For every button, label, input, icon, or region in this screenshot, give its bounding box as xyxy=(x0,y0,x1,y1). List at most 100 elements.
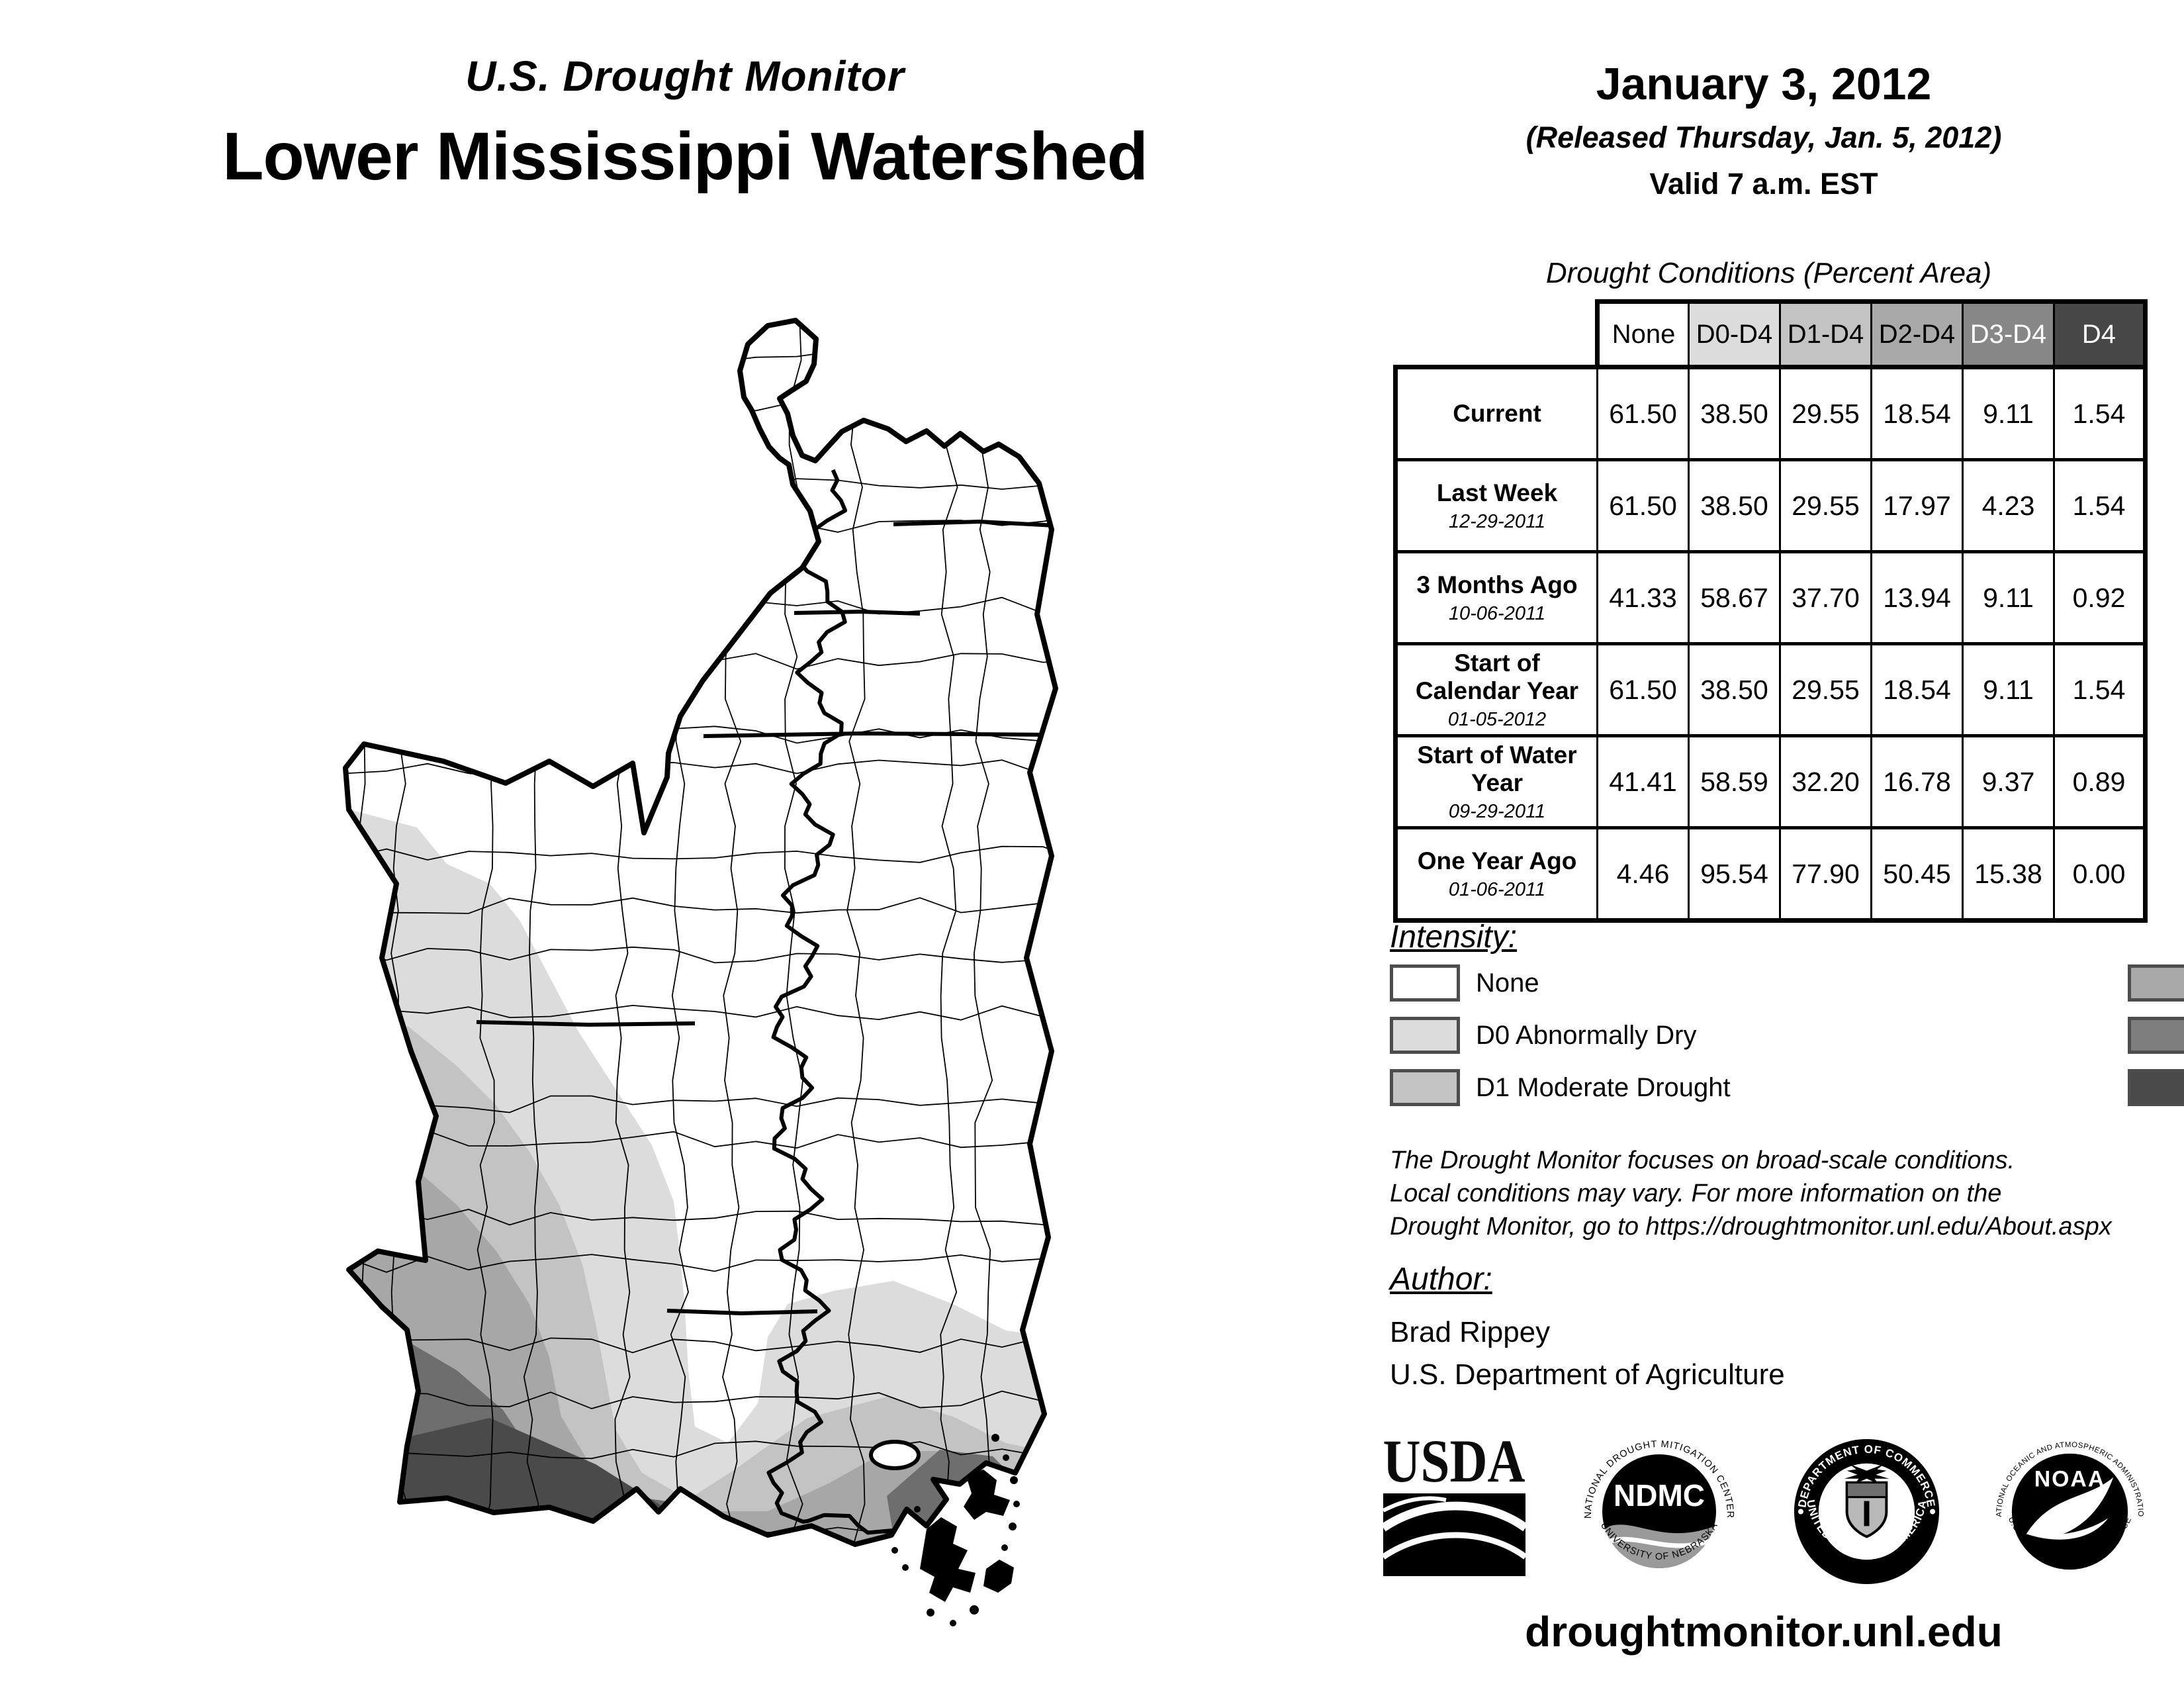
value-cell: 18.54 xyxy=(1870,365,1964,461)
delta-bay xyxy=(869,1440,921,1470)
report-kicker: U.S. Drought Monitor xyxy=(465,52,905,100)
value-cell: 16.78 xyxy=(1870,734,1964,829)
county-line xyxy=(1068,318,1084,1546)
table-row: Start of Water Year 09-29-2011 41.41 58.59 3… xyxy=(1393,734,2148,829)
disclaimer: The Drought Monitor focuses on broad-sca… xyxy=(1390,1144,2112,1243)
county-line xyxy=(345,1440,1056,1460)
legend-item-d1: D1 Moderate Drought xyxy=(1390,1069,1731,1106)
county-line xyxy=(345,1254,1056,1273)
valid-time: Valid 7 a.m. EST xyxy=(1649,167,1878,201)
county-line xyxy=(345,1519,1056,1538)
value-cell: 9.11 xyxy=(1962,365,2055,461)
legend-item-d2: D2 Severe Drought xyxy=(2127,964,2184,1002)
ndmc-logo-icon: NDMC NATIONAL DROUGHT MITIGATION CENTER … xyxy=(1583,1439,1735,1568)
column-header-d4: D4 xyxy=(2053,299,2148,369)
corner-cell xyxy=(1395,301,1598,367)
legend-item-d4: D4 Exceptional Drought xyxy=(2127,1069,2184,1106)
legend-item-d0: D0 Abnormally Dry xyxy=(1390,1017,1731,1054)
drought-monitor-url: droughtmonitor.unl.edu xyxy=(1525,1608,2003,1656)
d2-area xyxy=(345,1165,1056,1544)
d2-swatch-icon xyxy=(2127,964,2184,1002)
column-header-d3-d4: D3-D4 xyxy=(1962,299,2055,369)
county-line xyxy=(345,1390,1056,1409)
commerce-eagle xyxy=(1844,1464,1889,1538)
state-borders xyxy=(476,519,1056,1316)
row-label: Current xyxy=(1393,365,1598,461)
value-cell: 58.59 xyxy=(1688,734,1781,829)
county-line xyxy=(345,946,1056,964)
value-cell: 15.38 xyxy=(1962,826,2055,923)
legend-item-none: None xyxy=(1390,964,1731,1002)
column-header-none: None xyxy=(1595,299,1690,369)
value-cell: 38.50 xyxy=(1688,365,1781,461)
value-cell: 41.41 xyxy=(1596,734,1690,829)
disclaimer-line: The Drought Monitor focuses on broad-sca… xyxy=(1390,1147,2015,1174)
value-cell: 29.55 xyxy=(1779,365,1872,461)
row-label: 3 Months Ago 10-06-2011 xyxy=(1393,550,1598,645)
value-cell: 58.67 xyxy=(1688,550,1781,645)
ndmc-logo-text: NDMC xyxy=(1614,1478,1705,1513)
value-cell: 1.54 xyxy=(2053,642,2148,737)
table-row: 3 Months Ago 10-06-2011 41.33 58.67 37.70 13.… xyxy=(1393,550,2148,645)
intensity-heading: Intensity: xyxy=(1390,919,1518,955)
column-header-d2-d4: D2-D4 xyxy=(1870,299,1964,369)
watershed-map xyxy=(66,252,1158,1675)
author-heading: Author: xyxy=(1390,1262,1492,1297)
d4-area xyxy=(396,1418,667,1528)
value-cell: 18.54 xyxy=(1870,642,1964,737)
agency-logos: USDA NDMC NATIONAL DROUGHT MITIGATION CE… xyxy=(1380,1422,2148,1601)
table-row: Start of Calendar Year 01-05-2012 61.50 38.… xyxy=(1393,642,2148,737)
county-line xyxy=(345,1130,1056,1149)
watershed-map-svg xyxy=(66,252,1158,1626)
value-cell: 1.54 xyxy=(2053,365,2148,461)
value-cell: 4.46 xyxy=(1596,826,1690,923)
value-cell: 41.33 xyxy=(1596,550,1690,645)
row-label: One Year Ago 01-06-2011 xyxy=(1393,826,1598,923)
county-line xyxy=(345,759,1056,778)
conditions-table-body: Current 61.50 38.50 29.55 18.54 9.11 1.54 Last … xyxy=(1393,365,2148,923)
report-date: January 3, 2012 xyxy=(1596,59,1932,109)
legend-label: D0 Abnormally Dry xyxy=(1476,1020,1697,1050)
value-cell: 61.50 xyxy=(1596,642,1690,737)
page-title: Lower Mississippi Watershed xyxy=(222,118,1148,194)
conditions-table: None D0-D4 D1-D4 D2-D4 D3-D4 D4 Current 61.50 3… xyxy=(1393,299,2148,923)
river-line xyxy=(766,469,963,1544)
column-header-d1-d4: D1-D4 xyxy=(1779,299,1872,369)
value-cell: 38.50 xyxy=(1688,642,1781,737)
value-cell: 50.45 xyxy=(1870,826,1964,923)
d0-swatch-icon xyxy=(1390,1017,1460,1054)
noaa-logo-icon: NOAA NATIONAL OCEANIC AND ATMOSPHERIC AD… xyxy=(1995,1440,2144,1570)
table-row: Last Week 12-29-2011 61.50 38.50 29.55 17.97 4… xyxy=(1393,458,2148,553)
county-line xyxy=(345,845,1056,863)
table-row: Current 61.50 38.50 29.55 18.54 9.11 1.54 xyxy=(1393,365,2148,461)
value-cell: 32.20 xyxy=(1779,734,1872,829)
delta-marsh xyxy=(891,1434,1020,1626)
table-row: One Year Ago 01-06-2011 4.46 95.54 77.90 50.4… xyxy=(1393,826,2148,923)
value-cell: 38.50 xyxy=(1688,458,1781,553)
row-label: Start of Calendar Year 01-05-2012 xyxy=(1393,642,1598,737)
value-cell: 1.54 xyxy=(2053,458,2148,553)
county-line xyxy=(345,396,1056,415)
value-cell: 61.50 xyxy=(1596,458,1690,553)
d4-swatch-icon xyxy=(2127,1069,2184,1106)
date-block: January 3, 2012 (Released Thursday, Jan.… xyxy=(1377,58,2151,201)
value-cell: 17.97 xyxy=(1870,458,1964,553)
value-cell: 95.54 xyxy=(1688,826,1781,923)
release-date: (Released Thursday, Jan. 5, 2012) xyxy=(1525,120,2002,154)
county-line xyxy=(345,897,1056,915)
value-cell: 77.90 xyxy=(1779,826,1872,923)
value-cell: 37.70 xyxy=(1779,550,1872,645)
legend-label: None xyxy=(1476,968,1539,998)
row-label: Start of Water Year 09-29-2011 xyxy=(1393,734,1598,829)
none-swatch-icon xyxy=(1390,964,1460,1002)
value-cell: 0.89 xyxy=(2053,734,2148,829)
value-cell: 0.00 xyxy=(2053,826,2148,923)
noaa-logo-text: NOAA xyxy=(2034,1466,2106,1491)
value-cell: 29.55 xyxy=(1779,458,1872,553)
legend-label: D1 Moderate Drought xyxy=(1476,1072,1731,1102)
conditions-table-header-row: None D0-D4 D1-D4 D2-D4 D3-D4 D4 xyxy=(1395,299,2148,369)
usda-logo-text: USDA xyxy=(1383,1427,1525,1495)
county-line xyxy=(345,1004,1056,1021)
usda-logo-icon: USDA xyxy=(1381,1427,1528,1576)
